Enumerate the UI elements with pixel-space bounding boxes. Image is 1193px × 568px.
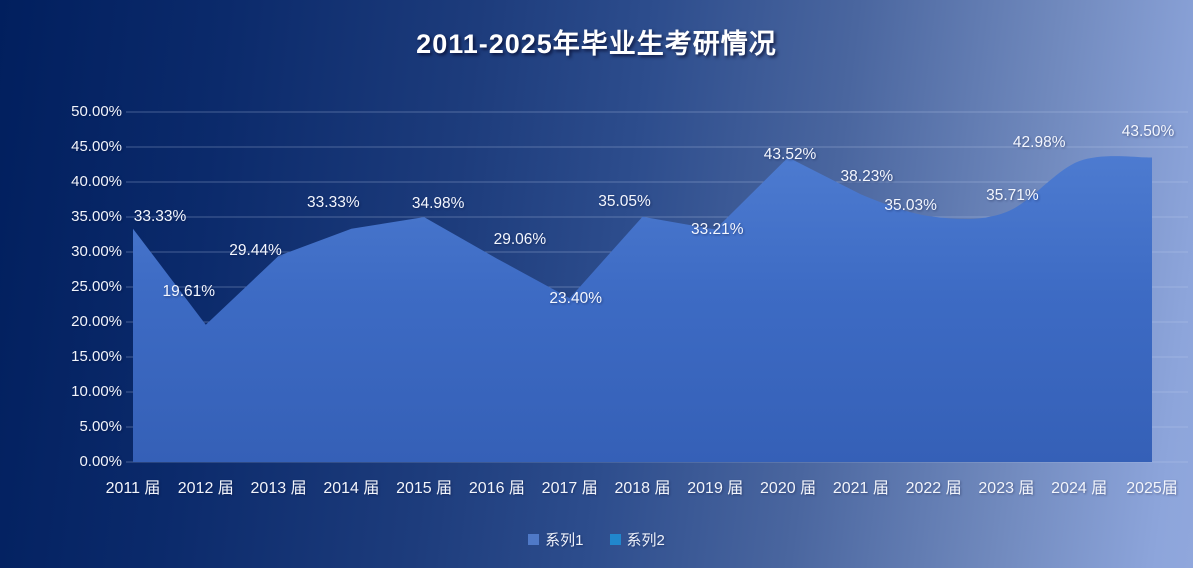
y-tick-label: 0.00% — [79, 453, 122, 470]
x-axis-label: 2013 届 — [250, 480, 307, 497]
data-label: 42.98% — [1012, 134, 1066, 152]
x-axis-label: 2020 届 — [760, 480, 817, 497]
y-tick-label: 45.00% — [71, 138, 122, 155]
data-label: 29.44% — [229, 241, 282, 259]
y-tick-label: 10.00% — [71, 383, 122, 400]
x-axis-label: 2022 届 — [905, 480, 962, 497]
x-axis-label: 2024 届 — [1051, 480, 1108, 497]
legend-swatch-icon — [609, 534, 621, 545]
legend-label: 系列1 — [545, 532, 584, 549]
x-axis-label: 2016 届 — [468, 480, 525, 497]
data-label: 33.33% — [133, 207, 187, 225]
data-label: 33.21% — [690, 220, 744, 238]
data-label: 33.33% — [307, 193, 360, 211]
x-axis-label: 2012 届 — [177, 480, 234, 497]
data-label: 38.23% — [840, 168, 894, 186]
legend-swatch-icon — [528, 534, 540, 545]
data-label: 43.50% — [1121, 122, 1175, 140]
y-tick-label: 40.00% — [71, 173, 122, 190]
data-label: 35.03% — [884, 196, 937, 214]
x-axis-label: 2018 届 — [614, 480, 671, 497]
x-axis-label: 2021 届 — [832, 480, 889, 497]
data-label: 35.71% — [986, 187, 1039, 205]
y-tick-label: 15.00% — [71, 348, 122, 365]
x-axis-label: 2025届 — [1126, 480, 1178, 497]
x-axis-label: 2011 届 — [105, 480, 161, 497]
data-label: 35.05% — [598, 192, 651, 210]
data-label: 43.52% — [763, 146, 817, 164]
data-label: 19.61% — [162, 282, 216, 300]
y-tick-label: 20.00% — [71, 313, 122, 330]
legend-item-1: 系列1 — [528, 529, 584, 550]
x-axis-label: 2014 届 — [323, 480, 380, 497]
legend-item-2: 系列2 — [609, 529, 665, 550]
chart-title: 2011-2025年毕业生考研情况 — [416, 29, 777, 59]
y-tick-label: 5.00% — [79, 418, 122, 435]
data-label: 23.40% — [549, 290, 602, 308]
area-series-1 — [133, 156, 1152, 462]
legend: 系列1 系列2 — [0, 529, 1193, 550]
data-label: 29.06% — [493, 230, 547, 248]
data-label: 34.98% — [411, 195, 465, 213]
y-tick-label: 30.00% — [71, 243, 122, 260]
y-tick-label: 25.00% — [71, 278, 122, 295]
x-axis-label: 2023 届 — [978, 480, 1035, 497]
y-tick-label: 50.00% — [71, 103, 122, 120]
y-tick-label: 35.00% — [71, 208, 122, 225]
x-axis-label: 2015 届 — [396, 480, 453, 497]
x-axis-label: 2017 届 — [541, 480, 598, 497]
x-axis-label: 2019 届 — [687, 480, 744, 497]
legend-label: 系列2 — [626, 532, 665, 549]
